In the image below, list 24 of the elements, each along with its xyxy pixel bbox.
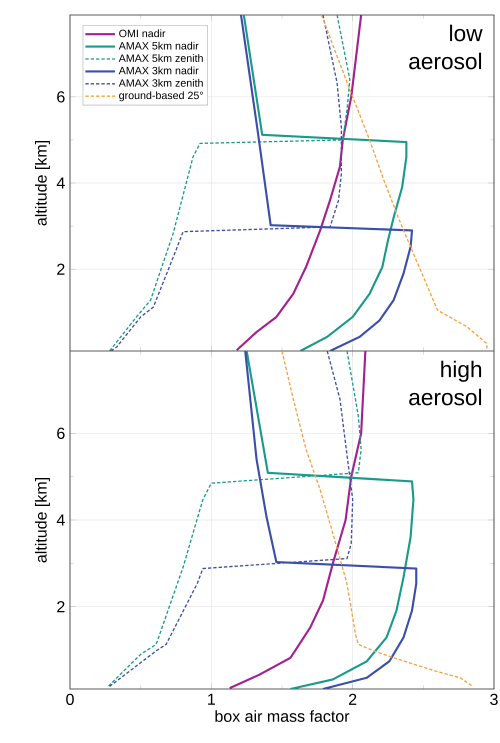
legend-label: OMI nadir (119, 29, 166, 38)
y-tick-label: 4 (56, 514, 65, 526)
y-tick-label: 6 (57, 91, 65, 103)
legend-label: AMAX 3km nadir (118, 66, 199, 74)
y-axis-title: altitude [km] (34, 478, 50, 562)
y-tick-label: 6 (57, 428, 65, 439)
x-axis-title: box air mass factor (215, 710, 350, 722)
line-series (236, 15, 362, 351)
y-tick-label: 2 (57, 264, 64, 275)
annotation: high aerosol (409, 360, 482, 406)
annotation: low aerosol (409, 24, 483, 70)
line-series (228, 351, 366, 689)
x-tick-label: 0 (66, 694, 74, 706)
line-series (320, 15, 488, 351)
y-axis-title: altitude [km] (34, 141, 50, 226)
x-tick-label: 1 (208, 694, 215, 705)
y-tick-label: 2 (57, 601, 64, 612)
x-tick-label: 3 (490, 694, 498, 706)
y-tick-label: 4 (56, 178, 65, 189)
x-tick-label: 2 (349, 694, 356, 705)
legend-label: ground-based 25° (119, 91, 203, 102)
legend-label: AMAX 5km zenith (118, 54, 203, 62)
legend-label: AMAX 3km zenith (118, 78, 203, 87)
legend-label: AMAX 5km nadir (118, 42, 199, 50)
